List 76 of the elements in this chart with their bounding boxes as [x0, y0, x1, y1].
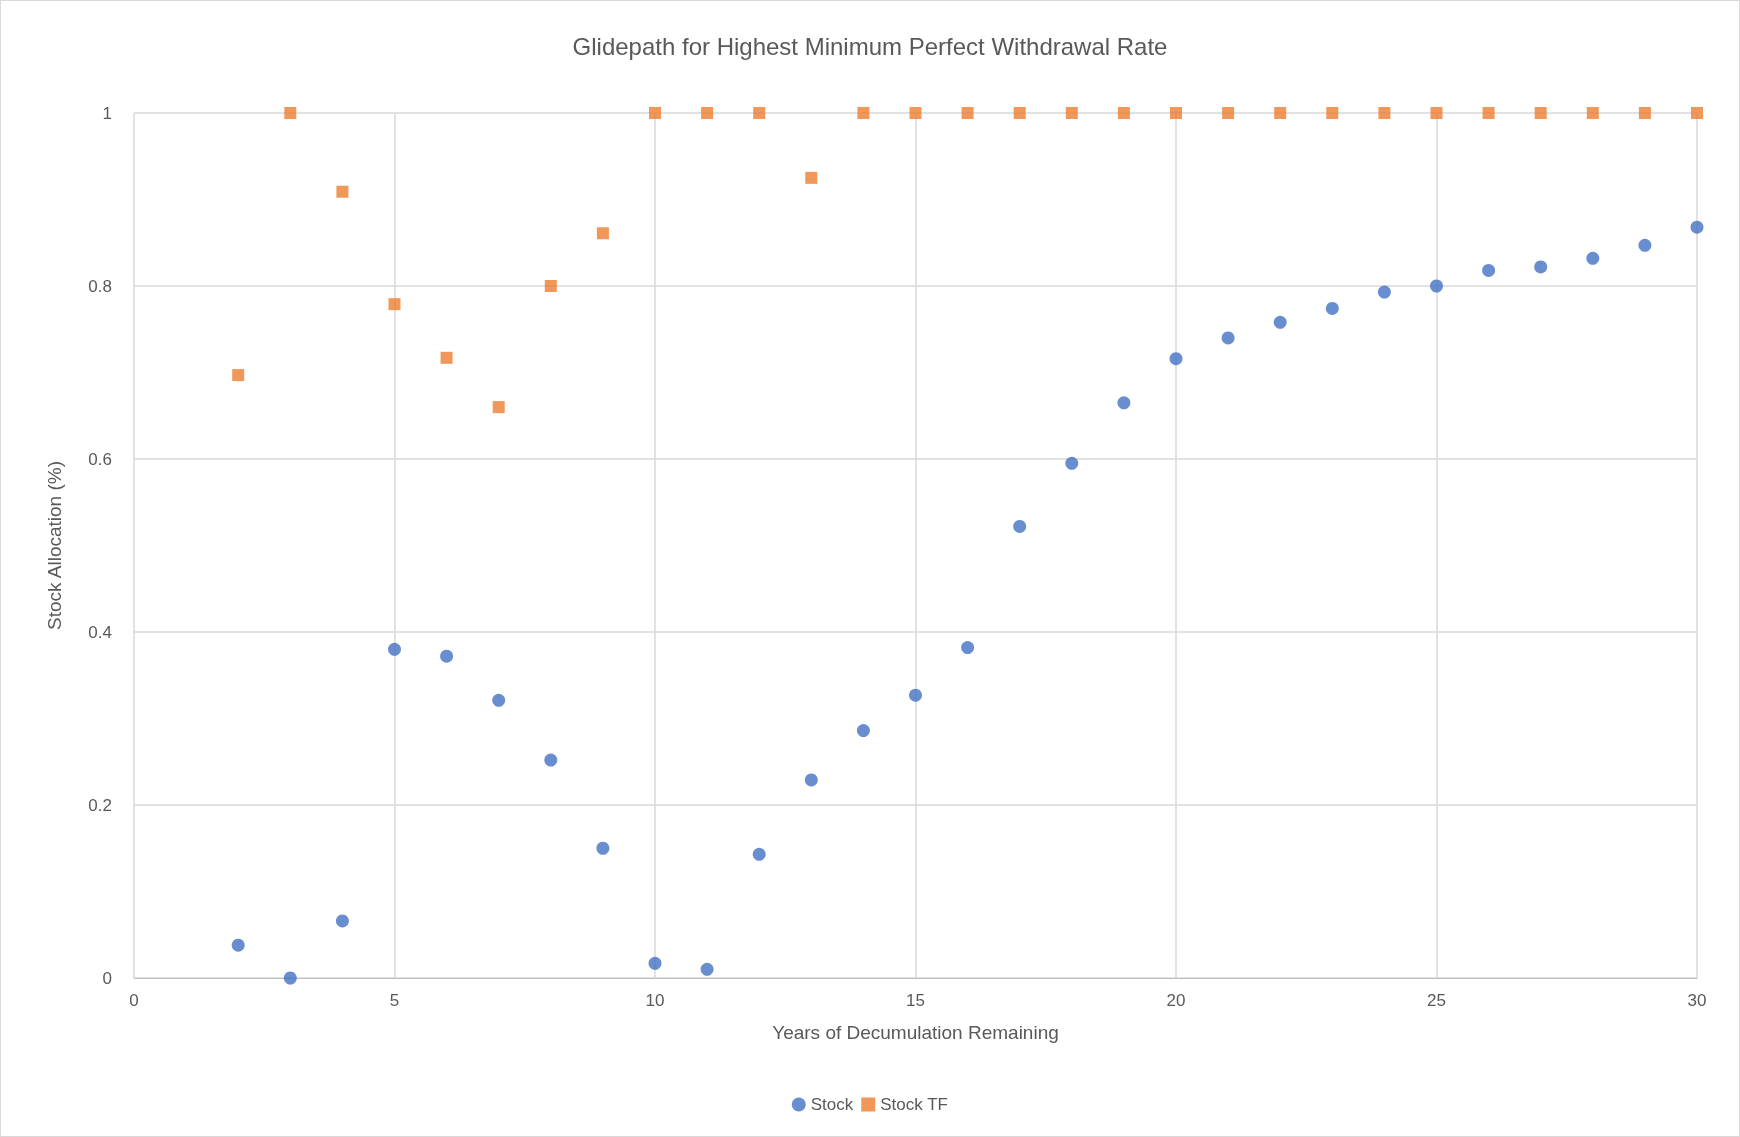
y-tick-label: 0.2 [88, 795, 112, 815]
point [1638, 238, 1652, 252]
chart-title: Glidepath for Highest Minimum Perfect Withdrawal Rate [572, 32, 1168, 60]
point [1065, 456, 1079, 470]
point [1013, 107, 1026, 119]
point [701, 107, 714, 119]
point [596, 841, 610, 855]
point [1117, 107, 1130, 119]
point [596, 227, 609, 240]
point [231, 938, 245, 952]
point [440, 649, 454, 663]
point [1065, 107, 1078, 119]
point [1482, 107, 1495, 119]
y-tick-label: 0.6 [88, 449, 112, 469]
x-tick-label: 25 [1427, 991, 1446, 1010]
point [440, 351, 453, 364]
point [1430, 279, 1443, 293]
y-axis-title: Stock Allocation (%) [44, 461, 65, 630]
point [1691, 107, 1703, 119]
x-axis-title: Years of Decumulation Remaining [772, 1022, 1059, 1043]
x-tick-label: 30 [1687, 991, 1707, 1010]
point [283, 971, 297, 985]
point [648, 956, 662, 970]
point [909, 107, 922, 119]
point [649, 107, 661, 119]
point [1377, 285, 1391, 299]
x-tick-label: 5 [389, 991, 400, 1010]
point [1170, 107, 1182, 119]
y-tick-label: 0 [102, 968, 112, 988]
legend-label: Stock [810, 1095, 854, 1114]
point [1325, 301, 1339, 315]
point [544, 753, 558, 767]
point [1013, 519, 1027, 533]
point [1690, 220, 1704, 234]
point [753, 107, 766, 119]
point [544, 280, 557, 292]
y-tick-label: 1 [102, 103, 112, 123]
point [1534, 107, 1547, 119]
point [752, 847, 766, 861]
point [1274, 107, 1287, 119]
point [1222, 107, 1235, 119]
y-tick-label: 0.8 [88, 276, 112, 296]
point [492, 693, 506, 707]
point [961, 107, 974, 119]
point [1169, 352, 1183, 366]
point [1430, 107, 1443, 119]
point [805, 171, 818, 184]
point [1638, 107, 1651, 119]
point [856, 724, 870, 738]
y-tick-label: 0.4 [88, 622, 112, 642]
point [909, 688, 922, 702]
x-tick-label: 0 [129, 991, 139, 1010]
point [700, 962, 714, 976]
x-tick-label: 10 [645, 991, 665, 1010]
point [1221, 331, 1235, 345]
point [492, 401, 505, 414]
point [1273, 315, 1287, 329]
x-tick-label: 20 [1166, 991, 1186, 1010]
point [1534, 260, 1548, 274]
point [388, 298, 401, 311]
point [857, 107, 870, 119]
point [961, 641, 975, 655]
point [1378, 107, 1391, 119]
point [388, 642, 401, 656]
x-tick-label: 15 [906, 991, 925, 1010]
point [804, 773, 818, 787]
point [232, 369, 245, 382]
legend-label: Stock TF [880, 1095, 948, 1114]
point [336, 185, 349, 198]
point [1482, 263, 1496, 277]
point [1586, 107, 1599, 119]
point [284, 107, 297, 119]
point [1117, 396, 1131, 410]
point [1586, 251, 1600, 265]
point [335, 914, 349, 928]
point [1326, 107, 1339, 119]
